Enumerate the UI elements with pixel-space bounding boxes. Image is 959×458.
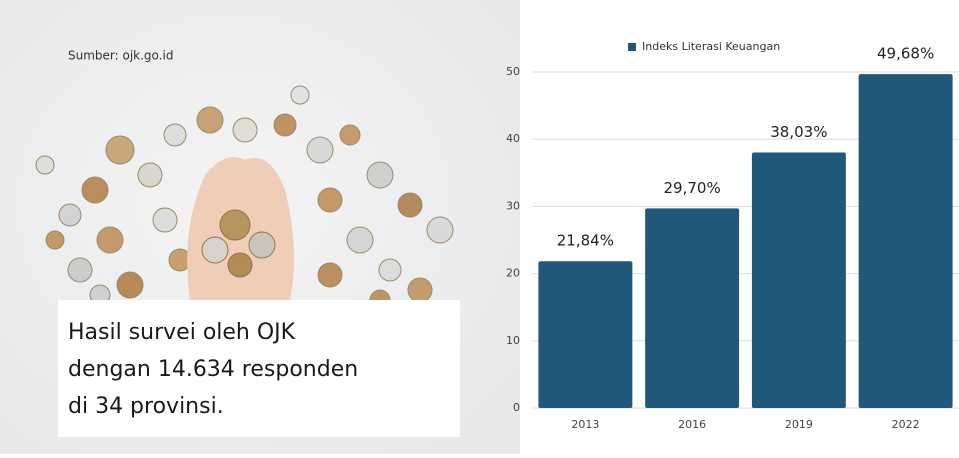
caption-line: dengan 14.634 responden <box>68 357 358 382</box>
value-label: 38,03% <box>770 123 827 141</box>
caption-line: di 34 provinsi. <box>68 394 224 419</box>
y-tick-label: 0 <box>513 401 520 414</box>
x-tick-label: 2016 <box>678 418 706 431</box>
value-label: 21,84% <box>557 232 614 250</box>
value-label: 49,68% <box>877 45 934 63</box>
x-tick-label: 2019 <box>785 418 813 431</box>
bar <box>645 208 740 408</box>
source-note: Sumber: ojk.go.id <box>68 49 173 63</box>
y-tick-label: 20 <box>506 267 520 280</box>
y-tick-label: 30 <box>506 199 520 212</box>
y-tick-label: 10 <box>506 334 520 347</box>
value-label: 29,70% <box>664 179 721 197</box>
caption-box <box>58 300 460 437</box>
bar <box>858 74 953 409</box>
legend-swatch <box>628 43 636 51</box>
x-tick-label: 2013 <box>571 418 599 431</box>
bar <box>538 261 633 408</box>
x-tick-label: 2022 <box>892 418 920 431</box>
legend-label: Indeks Literasi Keuangan <box>642 40 780 53</box>
coins-in-hand <box>201 209 276 278</box>
y-tick-label: 50 <box>506 65 520 78</box>
caption-line: Hasil survei oleh OJK <box>68 320 296 345</box>
y-tick-label: 40 <box>506 132 520 145</box>
bar <box>751 152 846 408</box>
